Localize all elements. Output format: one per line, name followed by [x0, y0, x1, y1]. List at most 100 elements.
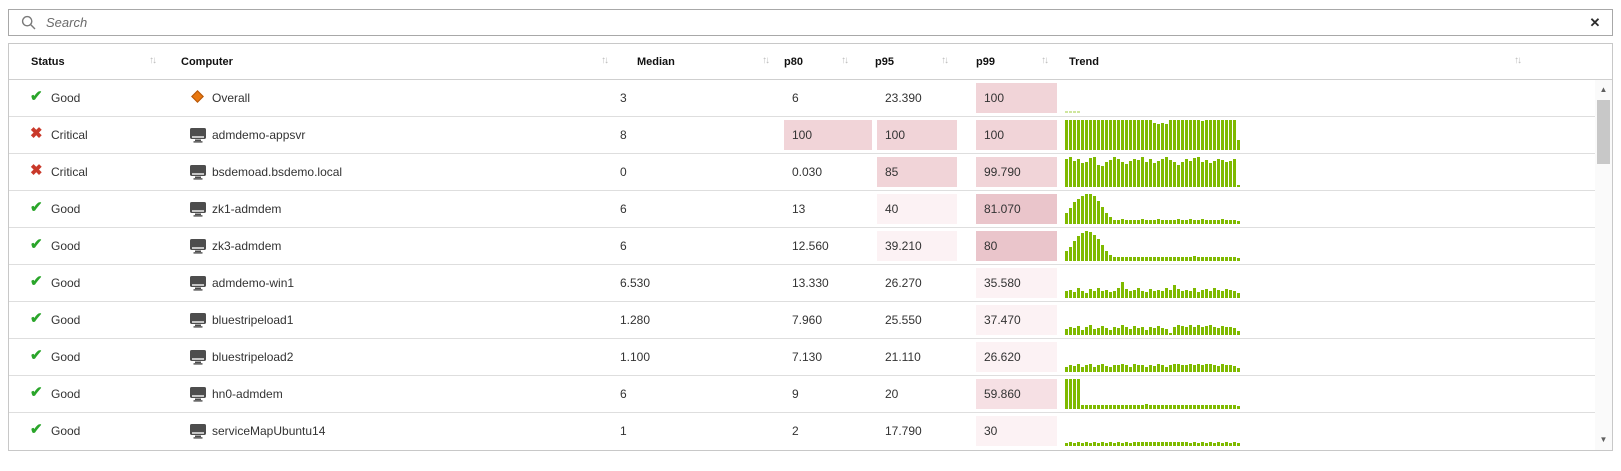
trend-bar — [1141, 404, 1144, 409]
trend-bar — [1089, 364, 1092, 372]
scroll-down-icon[interactable]: ▼ — [1599, 435, 1608, 444]
median-value: 8 — [620, 128, 627, 142]
trend-bar — [1093, 157, 1096, 187]
trend-bar — [1065, 329, 1068, 335]
trend-sparkline — [1065, 416, 1245, 446]
trend-bar — [1177, 405, 1180, 409]
table-row[interactable]: ✔ Good admdemo-win1 6.530 13.330 26.270 … — [9, 265, 1612, 302]
p99-cell: 80 — [976, 231, 1057, 261]
trend-bar — [1217, 366, 1220, 372]
trend-bar — [1137, 219, 1140, 224]
trend-bar — [1081, 290, 1084, 298]
trend-bar — [1225, 405, 1228, 409]
trend-bar — [1161, 220, 1164, 224]
scroll-up-icon[interactable]: ▲ — [1599, 85, 1608, 94]
trend-sparkline — [1065, 194, 1245, 224]
trend-bar — [1229, 442, 1232, 446]
table-row[interactable]: ✔ Good zk1-admdem 6 13 40 81.070 — [9, 191, 1612, 228]
sort-icon-p99[interactable]: ↑↓ — [1041, 55, 1049, 66]
trend-bar — [1165, 287, 1168, 298]
trend-bar — [1073, 292, 1076, 298]
sort-icon-p80[interactable]: ↑↓ — [841, 55, 849, 66]
column-header-p80[interactable]: p80 — [784, 56, 803, 68]
computer-name: serviceMapUbuntu14 — [212, 424, 326, 438]
sort-icon-median[interactable]: ↑↓ — [762, 55, 770, 66]
p95-cell: 100 — [877, 120, 957, 150]
column-header-status[interactable]: Status — [31, 56, 65, 68]
trend-bar — [1125, 327, 1128, 335]
sort-icon-computer[interactable]: ↑↓ — [601, 55, 609, 66]
trend-bar — [1221, 219, 1224, 224]
trend-bar — [1181, 291, 1184, 298]
trend-bar — [1205, 120, 1208, 150]
trend-bar — [1085, 327, 1088, 335]
column-header-computer[interactable]: Computer — [181, 56, 233, 68]
column-header-p99[interactable]: p99 — [976, 56, 995, 68]
trend-bar — [1089, 325, 1092, 335]
table-row[interactable]: ✔ Good Overall 3 6 23.390 100 — [9, 80, 1612, 117]
sort-icon-trend[interactable]: ↑↓ — [1514, 55, 1522, 66]
trend-bar — [1149, 404, 1152, 409]
trend-bar — [1229, 326, 1232, 335]
computer-icon — [190, 165, 206, 180]
search-input[interactable] — [36, 10, 1578, 35]
column-header-p95[interactable]: p95 — [875, 56, 894, 68]
table-row[interactable]: ✔ Good serviceMapUbuntu14 1 2 17.790 30 — [9, 413, 1612, 450]
trend-bar — [1197, 292, 1200, 298]
trend-bar — [1153, 290, 1156, 298]
trend-bar — [1077, 379, 1080, 409]
trend-bar — [1157, 289, 1160, 298]
trend-bar — [1229, 257, 1232, 261]
trend-bar — [1161, 327, 1164, 335]
trend-bar — [1201, 327, 1204, 335]
trend-bar — [1065, 159, 1068, 187]
trend-bar — [1121, 363, 1124, 372]
status-label: Critical — [51, 165, 88, 179]
trend-bar — [1209, 219, 1212, 224]
trend-bar — [1129, 405, 1132, 409]
trend-bar — [1173, 220, 1176, 224]
table-row[interactable]: ✖ Critical admdemo-appsvr 8 100 100 100 — [9, 117, 1612, 154]
column-header-trend[interactable]: Trend — [1069, 56, 1099, 68]
sort-icon-status[interactable]: ↑↓ — [149, 55, 157, 66]
table-row[interactable]: ✔ Good bluestripeload2 1.100 7.130 21.11… — [9, 339, 1612, 376]
vertical-scrollbar[interactable]: ▲ ▼ — [1595, 80, 1612, 450]
clear-search-icon[interactable]: ✕ — [1589, 15, 1601, 30]
trend-bar — [1093, 366, 1096, 372]
trend-bar — [1181, 405, 1184, 409]
trend-bar — [1077, 288, 1080, 298]
trend-bar — [1137, 287, 1140, 298]
trend-bar — [1093, 234, 1096, 261]
table-row[interactable]: ✔ Good bluestripeload1 1.280 7.960 25.55… — [9, 302, 1612, 339]
trend-bar — [1197, 220, 1200, 224]
table-row[interactable]: ✖ Critical bsdemoad.bsdemo.local 0 0.030… — [9, 154, 1612, 191]
trend-bar — [1069, 442, 1072, 446]
p80-cell: 13 — [792, 202, 806, 216]
trend-bar — [1085, 292, 1088, 298]
trend-bar — [1121, 405, 1124, 409]
computer-name: bluestripeload1 — [212, 313, 294, 327]
trend-bar — [1097, 200, 1100, 224]
scrollbar-thumb[interactable] — [1597, 100, 1610, 164]
trend-bar — [1149, 442, 1152, 446]
computer-name: hn0-admdem — [212, 387, 283, 401]
trend-bar — [1073, 241, 1076, 261]
table-row[interactable]: ✔ Good zk3-admdem 6 12.560 39.210 80 — [9, 228, 1612, 265]
trend-bar — [1177, 120, 1180, 150]
trend-bar — [1205, 256, 1208, 261]
trend-sparkline — [1065, 342, 1245, 372]
sort-icon-p95[interactable]: ↑↓ — [941, 55, 949, 66]
trend-bar — [1169, 290, 1172, 298]
trend-sparkline — [1065, 157, 1245, 187]
trend-bar — [1145, 367, 1148, 372]
trend-bar — [1141, 120, 1144, 150]
trend-bar — [1193, 405, 1196, 409]
trend-bar — [1113, 256, 1116, 261]
table-row[interactable]: ✔ Good hn0-admdem 6 9 20 59.860 — [9, 376, 1612, 413]
trend-bar — [1229, 160, 1232, 187]
trend-bar — [1141, 364, 1144, 372]
trend-bar — [1161, 158, 1164, 187]
trend-bar — [1217, 256, 1220, 261]
trend-bar — [1217, 442, 1220, 446]
column-header-median[interactable]: Median — [637, 56, 675, 68]
